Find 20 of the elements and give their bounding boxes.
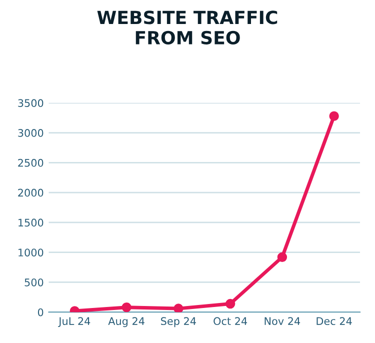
y-tick-label: 0 xyxy=(38,308,44,316)
x-tick-label: JuL 24 xyxy=(58,317,90,327)
x-tick-label: Dec 24 xyxy=(316,317,352,326)
x-tick-label: Aug 24 xyxy=(108,317,144,328)
y-tick-label: 2000 xyxy=(18,188,44,197)
y-tick-label: 1500 xyxy=(18,218,44,227)
point xyxy=(329,111,339,121)
point xyxy=(174,304,184,312)
point xyxy=(122,302,132,312)
chart-title: WEBSITE TRAFFIC FROM SEO xyxy=(97,10,278,44)
point xyxy=(277,252,288,262)
x-tick-label: Oct 24 xyxy=(214,317,248,326)
y-tick-label: 3500 xyxy=(18,99,44,108)
x-tick-label: Nov 24 xyxy=(264,317,300,326)
point xyxy=(225,298,236,309)
y-tick-label: 1000 xyxy=(18,248,44,256)
y-tick-label: 3000 xyxy=(18,129,44,137)
y-tick-label: 500 xyxy=(24,278,44,286)
y-tick-label: 2500 xyxy=(18,158,44,167)
x-tick-label: Sep 24 xyxy=(161,317,196,328)
